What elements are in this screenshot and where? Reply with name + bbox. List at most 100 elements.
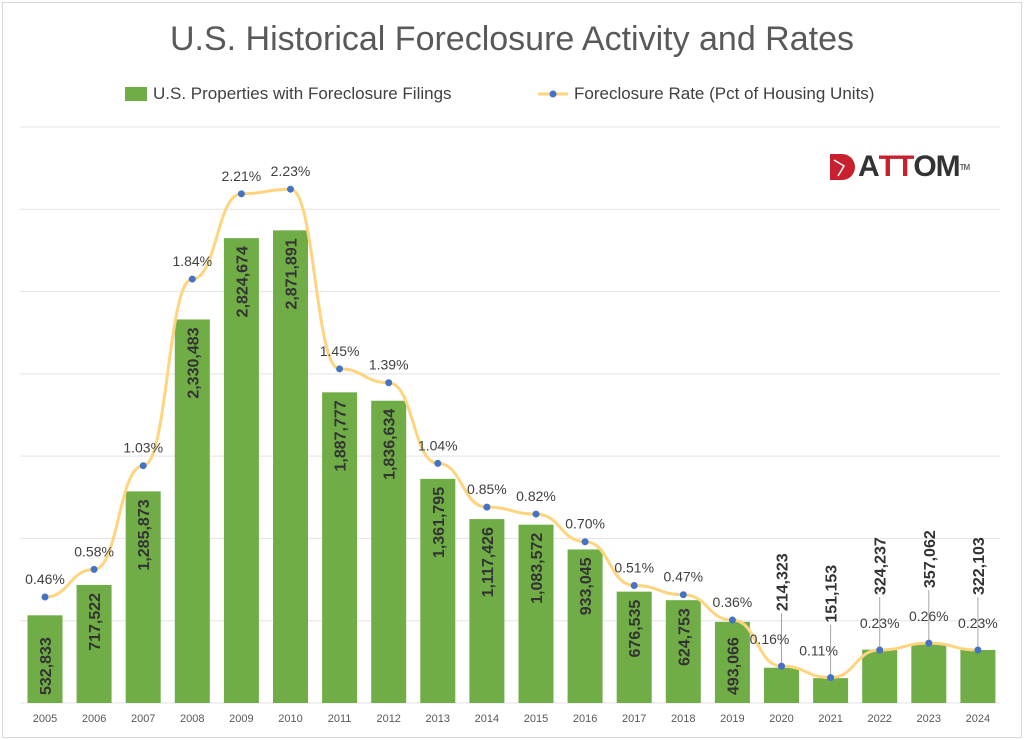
bar-data-label: 2,871,891	[284, 238, 301, 309]
legend-item-filings: U.S. Properties with Foreclosure Filings	[125, 84, 452, 104]
rate-marker-2014	[483, 503, 491, 511]
rate-data-label: 0.36%	[713, 594, 753, 610]
attom-logo-mark	[830, 154, 855, 180]
x-tick-label: 2022	[867, 713, 891, 725]
bar-data-label: 357,062	[922, 530, 939, 588]
bar-data-label: 214,323	[775, 553, 792, 611]
rate-marker-2006	[90, 565, 98, 573]
rate-marker-2015	[532, 510, 540, 518]
bar-2007	[125, 491, 161, 703]
rate-data-label: 0.82%	[516, 488, 556, 504]
bar-2015	[518, 524, 554, 703]
bar-data-label: 1,117,426	[480, 527, 497, 597]
rate-data-label: 0.85%	[467, 481, 507, 497]
rate-data-label: 1.03%	[123, 440, 163, 456]
rate-marker-2019	[728, 616, 736, 624]
x-tick-label: 2005	[33, 713, 57, 725]
legend-item-rate: Foreclosure Rate (Pct of Housing Units)	[538, 84, 874, 104]
bar-data-label: 324,237	[873, 537, 890, 595]
x-tick-label: 2020	[769, 713, 793, 725]
bar-2019	[714, 621, 750, 703]
x-tick-label: 2007	[131, 713, 155, 725]
bar-data-label: 322,103	[971, 537, 988, 595]
rate-data-label: 0.11%	[799, 643, 838, 659]
bar-2017	[616, 591, 652, 703]
bar-2018	[665, 600, 701, 703]
rate-marker-2017	[630, 581, 638, 589]
bar-2013	[420, 478, 456, 703]
bar-2021	[813, 678, 849, 703]
rate-marker-2020	[778, 662, 785, 670]
bar-data-label: 2,330,483	[185, 327, 202, 398]
rate-data-label: 0.23%	[860, 615, 900, 631]
bar-data-label: 151,153	[824, 565, 841, 623]
legend-label-rate: Foreclosure Rate (Pct of Housing Units)	[574, 84, 875, 103]
rate-marker-2011	[336, 365, 344, 373]
rate-data-label: 1.45%	[320, 343, 360, 359]
x-tick-label: 2013	[426, 713, 450, 725]
x-tick-label: 2023	[917, 713, 941, 725]
x-tick-label: 2024	[966, 713, 990, 725]
rate-data-label: 0.26%	[909, 608, 949, 624]
rate-marker-2013	[434, 459, 442, 467]
legend-swatch-bar	[125, 87, 147, 101]
rate-marker-2010	[287, 185, 294, 193]
attom-logo: A T T OM TM	[828, 150, 970, 184]
bar-2012	[371, 400, 407, 703]
rate-line	[44, 187, 978, 680]
bar-data-label: 676,535	[627, 600, 644, 658]
x-tick-label: 2012	[376, 713, 400, 725]
bar-data-label: 717,522	[87, 593, 104, 651]
rate-data-label: 0.46%	[25, 571, 65, 587]
bar-2005	[27, 615, 63, 703]
x-tick-label: 2006	[82, 713, 106, 725]
bar-2009	[223, 238, 259, 704]
bar-data-label: 493,066	[725, 637, 742, 695]
rate-data-label: 0.70%	[565, 516, 605, 532]
rate-marker-2024	[974, 646, 982, 654]
rate-data-label: 1.04%	[418, 437, 458, 453]
bar-data-label: 624,753	[676, 608, 693, 666]
rate-data-label: 0.47%	[663, 569, 703, 585]
rate-data-label: 1.84%	[172, 253, 212, 269]
x-tick-label: 2018	[671, 713, 695, 725]
bar-2022	[862, 649, 898, 703]
bar-data-label: 1,285,873	[136, 499, 153, 570]
x-tick-label: 2017	[622, 713, 646, 725]
bar-2024	[960, 649, 996, 703]
bar-data-label: 1,887,777	[333, 400, 350, 471]
bar-2023	[911, 644, 947, 703]
bar-2011	[322, 392, 358, 703]
bar-2016	[567, 549, 603, 703]
x-tick-label: 2015	[524, 713, 548, 725]
rate-data-label: 2.21%	[222, 168, 262, 184]
x-tick-label: 2008	[180, 713, 204, 725]
x-tick-label: 2019	[720, 713, 744, 725]
legend: U.S. Properties with Foreclosure Filings…	[0, 84, 1024, 108]
x-tick-label: 2011	[328, 713, 352, 725]
bar-data-label: 933,045	[578, 557, 595, 615]
bar-2020	[764, 667, 799, 703]
bar-data-label: 532,833	[38, 637, 55, 695]
rate-marker-2007	[139, 462, 147, 470]
bar-data-label: 1,836,634	[382, 409, 399, 480]
rate-data-label: 0.23%	[958, 615, 998, 631]
rate-data-label: 0.58%	[74, 543, 114, 559]
rate-marker-2005	[41, 593, 49, 601]
rate-marker-2023	[925, 639, 933, 647]
bar-2014	[469, 519, 505, 703]
bar-data-label: 2,824,674	[234, 246, 251, 317]
rate-marker-2008	[188, 275, 196, 283]
chart-title: U.S. Historical Foreclosure Activity and…	[169, 20, 855, 58]
bar-2006	[76, 584, 112, 703]
bar-data-label: 1,083,572	[529, 533, 546, 604]
legend-label-filings: U.S. Properties with Foreclosure Filings	[153, 84, 452, 103]
x-tick-label: 2016	[573, 713, 597, 725]
bar-data-label: 1,361,795	[431, 487, 448, 558]
x-tick-label: 2014	[475, 713, 499, 725]
rate-marker-2022	[876, 646, 884, 654]
bar-2010	[273, 230, 308, 704]
rate-data-label: 1.39%	[369, 357, 409, 373]
